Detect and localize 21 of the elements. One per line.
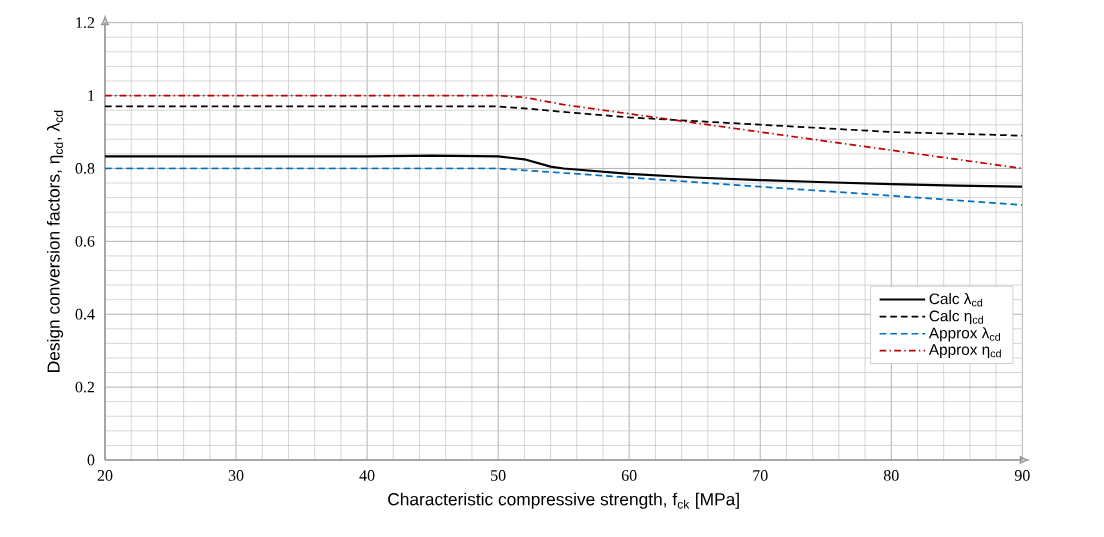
y-tick-label: 0 <box>87 454 95 466</box>
y-axis-title: Design conversion factors, η$_{cd}$, λ$_{cd}$ <box>46 110 64 372</box>
y-tick-label: 0.6 <box>75 235 95 247</box>
legend-label: Approx λ$_{cd}$ <box>928 327 1000 342</box>
x-axis-title: Characteristic compressive strength, f$_{ck}$ [MPa] <box>388 492 739 509</box>
x-tick-label: 80 <box>883 470 899 481</box>
legend-label: Calc η$_{cd}$ <box>929 310 983 325</box>
x-tick-label: 90 <box>1014 470 1030 481</box>
legend-label: Approx η$_{cd}$ <box>928 344 1001 359</box>
y-tick-label: 0.2 <box>75 381 95 393</box>
legend-label: Calc λ$_{cd}$ <box>929 292 983 307</box>
y-tick-label: 0.4 <box>75 308 95 320</box>
x-tick-label: 70 <box>753 470 768 481</box>
x-tick-label: 40 <box>359 470 375 481</box>
y-tick-label: 1 <box>88 90 95 101</box>
y-tick-label: 0.8 <box>75 163 95 174</box>
y-tick-label: 1.2 <box>76 17 95 29</box>
x-tick-label: 30 <box>228 470 244 481</box>
x-tick-label: 50 <box>491 470 506 481</box>
x-tick-label: 60 <box>621 470 637 481</box>
x-tick-label: 20 <box>97 470 113 481</box>
